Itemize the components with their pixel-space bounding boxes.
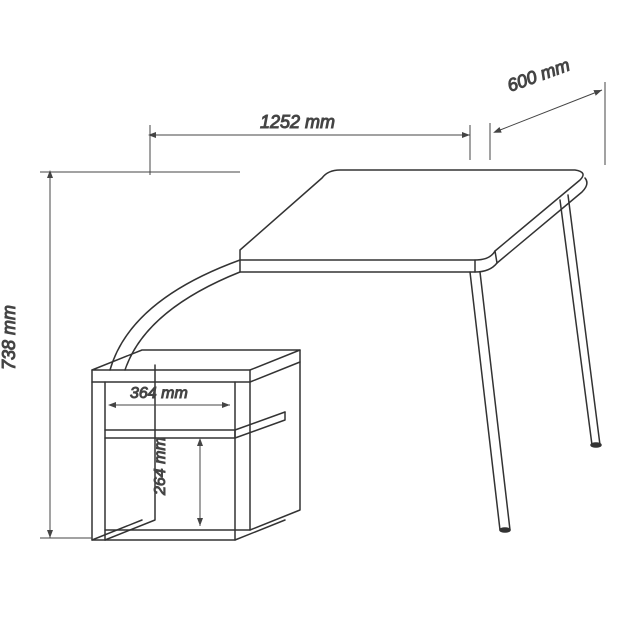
dimension-lines: 1252 mm 600 mm 738 mm 364 mm 264 mm (0, 55, 605, 538)
furniture-diagram: 1252 mm 600 mm 738 mm 364 mm 264 mm (0, 0, 636, 619)
dim-label-shelf-height: 264 mm (152, 437, 169, 496)
dim-label-shelf-width: 364 mm (130, 385, 188, 402)
dim-label-depth: 600 mm (505, 55, 573, 96)
dim-line-depth (495, 90, 602, 132)
dim-label-width: 1252 mm (260, 112, 335, 132)
dim-label-height: 738 mm (0, 305, 19, 370)
